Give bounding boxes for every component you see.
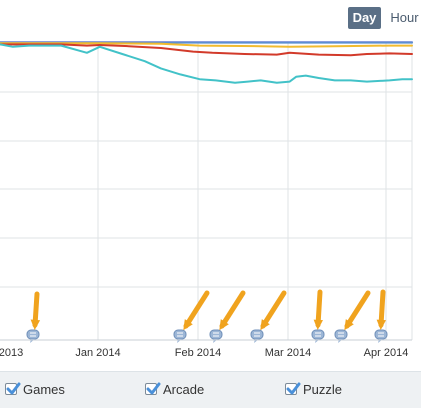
orange-arrow-icon <box>30 291 41 330</box>
orange-arrow-icon <box>344 290 371 331</box>
legend-label: Arcade <box>163 381 205 397</box>
arrow-head <box>376 319 386 330</box>
arrow-shaft <box>219 290 246 329</box>
series-line <box>0 42 413 48</box>
x-tick-label: Apr 2014 <box>364 347 409 359</box>
orange-arrow-icon <box>313 289 323 330</box>
comment-balloon-icon <box>250 329 264 340</box>
orange-arrow-icon <box>376 289 386 330</box>
range-day-button[interactable]: Day <box>348 7 381 29</box>
annotation-marker[interactable] <box>334 329 348 343</box>
check-icon <box>6 382 21 395</box>
arrow-shaft <box>378 289 386 328</box>
x-tick-label: Mar 2014 <box>265 347 311 359</box>
series-line <box>0 43 413 57</box>
orange-arrow-icon <box>183 290 210 331</box>
legend-label: Games <box>23 381 65 397</box>
series-line <box>0 43 413 84</box>
arcade-checkbox[interactable] <box>145 382 161 395</box>
x-tick-label: Feb 2014 <box>175 347 221 359</box>
arrow-shaft <box>183 290 210 329</box>
orange-arrow-icon <box>260 290 287 331</box>
arrow-head <box>260 319 270 331</box>
comment-balloon-icon <box>374 329 388 340</box>
annotation-marker[interactable] <box>173 329 187 343</box>
x-axis: 2013 Jan 2014 Feb 2014 Mar 2014 Apr 2014 <box>0 339 412 359</box>
arrow-head <box>219 319 229 331</box>
legend-label: Puzzle <box>303 381 343 397</box>
arrow-shaft <box>315 289 323 328</box>
check-icon <box>146 382 161 395</box>
annotation-marker[interactable] <box>209 329 223 343</box>
annotation-markers <box>26 289 388 343</box>
arrow-head <box>344 319 354 331</box>
comment-balloon-icon <box>334 329 348 340</box>
annotation-marker[interactable] <box>311 329 325 343</box>
legend-item-games[interactable]: Games <box>5 379 65 399</box>
puzzle-checkbox[interactable] <box>285 382 301 395</box>
comment-balloon-icon <box>209 329 223 340</box>
comment-balloon-icon <box>311 329 325 340</box>
check-icon <box>286 382 301 395</box>
range-hour-button[interactable]: Hour <box>390 10 419 25</box>
arrow-head <box>313 319 323 330</box>
x-tick-label: 2013 <box>0 347 23 359</box>
annotation-marker[interactable] <box>374 329 388 343</box>
arrow-shaft <box>344 290 371 329</box>
games-checkbox[interactable] <box>5 382 21 395</box>
line-chart: 2013 Jan 2014 Feb 2014 Mar 2014 Apr 2014 <box>0 41 413 359</box>
comment-balloon-icon <box>26 329 40 340</box>
arrow-shaft <box>260 290 287 329</box>
arrow-head <box>183 319 193 331</box>
arrow-head <box>30 319 41 330</box>
legend: Games Arcade Puzzle <box>0 371 421 408</box>
comment-balloon-icon <box>173 329 187 340</box>
annotation-marker[interactable] <box>250 329 264 343</box>
arrow-shaft <box>32 291 40 328</box>
orange-arrow-icon <box>219 290 246 331</box>
x-tick-label: Jan 2014 <box>75 347 120 359</box>
annotation-marker[interactable] <box>26 329 40 343</box>
legend-item-puzzle[interactable]: Puzzle <box>285 379 342 399</box>
chart-series <box>0 41 413 84</box>
legend-item-arcade[interactable]: Arcade <box>145 379 204 399</box>
